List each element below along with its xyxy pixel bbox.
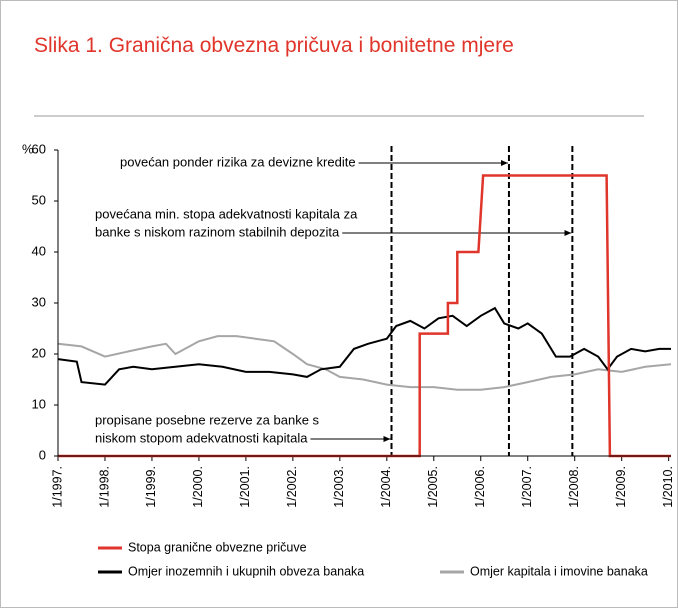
- event-label: niskom stopom adekvatnosti kapitala: [95, 430, 308, 445]
- event-label: propisane posebne rezerve za banke s: [95, 412, 320, 427]
- x-tick-label: 1/2001.: [238, 466, 252, 508]
- chart-title: Slika 1. Granična obvezna pričuva i boni…: [34, 34, 514, 57]
- x-tick-label: 1/2002.: [285, 466, 299, 508]
- series-line: [57, 335, 672, 391]
- x-tick-label: 1/1998.: [97, 466, 111, 508]
- y-unit: %: [22, 141, 34, 156]
- x-tick-label: 1/2000.: [191, 466, 205, 508]
- x-tick-label: 1/1999.: [144, 466, 158, 508]
- y-tick-label: 60: [32, 141, 46, 156]
- x-tick-label: 1/2006.: [473, 466, 487, 508]
- y-tick-label: 50: [32, 192, 46, 207]
- legend-label: Omjer kapitala i imovine banaka: [470, 564, 648, 578]
- event-label: povećan ponder rizika za devizne kredite: [120, 154, 356, 169]
- x-tick-label: 1/2007.: [520, 466, 534, 508]
- x-tick-label: 1/2003.: [332, 466, 346, 508]
- series-line: [57, 306, 671, 386]
- y-tick-label: 30: [32, 294, 46, 309]
- y-tick-label: 10: [32, 396, 46, 411]
- y-tick-label: 0: [39, 447, 46, 462]
- legend-label: Stopa granične obvezne pričuve: [128, 540, 307, 554]
- x-tick-label: 1/2005.: [426, 466, 440, 508]
- x-tick-label: 1/2009.: [614, 466, 628, 508]
- event-label: povećana min. stopa adekvatnosti kapital…: [95, 206, 358, 221]
- legend-label: Omjer inozemnih i ukupnih obveza banaka: [128, 564, 364, 578]
- x-tick-label: 1/1997.: [50, 466, 64, 508]
- x-tick-label: 1/2004.: [379, 466, 393, 508]
- event-label: banke s niskom razinom stabilnih depozit…: [95, 224, 340, 239]
- y-tick-label: 20: [32, 345, 46, 360]
- series-line: [58, 174, 671, 458]
- y-tick-label: 40: [32, 243, 46, 258]
- x-tick-label: 1/2008.: [567, 466, 581, 508]
- x-tick-label: 1/2010.: [661, 466, 675, 508]
